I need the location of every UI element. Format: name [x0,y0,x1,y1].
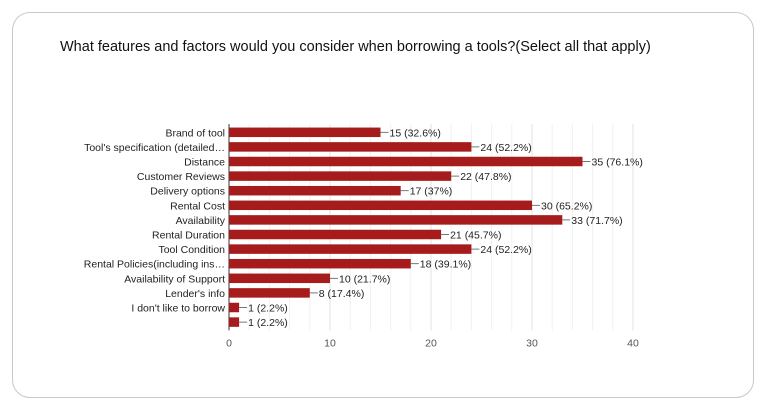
bar [229,317,240,327]
value-label: 24 (52.2%) [480,142,531,154]
category-label: Lender's info [165,288,225,300]
bar [229,302,240,313]
category-label: Rental Duration [152,230,225,242]
value-label: 10 (21.7%) [339,273,390,285]
category-label: I don't like to borrow [131,303,225,315]
value-label: 35 (76.1%) [592,157,643,169]
bar [229,171,452,181]
bar [229,156,583,167]
bar [229,258,411,269]
value-label: 18 (39.1%) [420,259,471,271]
value-label: 8 (17.4%) [319,288,365,300]
value-label: 22 (47.8%) [460,171,511,183]
bar [229,229,442,240]
value-label: 24 (52.2%) [480,244,531,256]
x-axis-ticks: 0 10 20 30 40 [226,337,639,349]
x-tick-label: 0 [226,337,232,349]
x-tick-label: 20 [425,337,437,349]
category-label: Availability [176,215,226,227]
value-label: 17 (37%) [410,186,453,198]
category-label: Rental Cost [170,200,225,212]
category-label: Brand of tool [165,127,225,139]
category-label: Tool Condition [158,244,225,256]
x-tick-label: 40 [627,337,639,349]
category-label: Distance [184,157,225,169]
category-label: Rental Policies(including ins… [84,259,225,271]
value-label: 1 (2.2%) [248,317,288,329]
bar [229,215,563,225]
value-label: 15 (32.6%) [390,127,441,139]
chart-title: What features and factors would you cons… [60,39,651,55]
value-label: 33 (71.7%) [571,215,622,227]
bars [229,127,583,327]
category-label: Availability of Support [124,273,225,285]
bar [229,200,532,211]
category-label: Delivery options [150,186,225,198]
value-label: 21 (45.7%) [450,230,501,242]
bar [229,127,381,138]
bar [229,185,401,196]
bar [229,288,310,298]
x-tick-label: 10 [324,337,336,349]
x-tick-label: 30 [526,337,538,349]
category-label: Tool's specification (detailed… [84,142,225,154]
value-label: 1 (2.2%) [248,303,288,315]
category-label: Customer Reviews [137,171,225,183]
value-label: 30 (65.2%) [541,200,592,212]
bar [229,142,472,152]
bar [229,273,330,284]
category-labels: Brand of tool Tool's specification (detai… [84,127,226,314]
value-labels: 15 (32.6%) 24 (52.2%) 35 (76.1%) 22 (47.8%)… [239,127,643,329]
bar [229,244,472,254]
gridlines [228,124,634,331]
